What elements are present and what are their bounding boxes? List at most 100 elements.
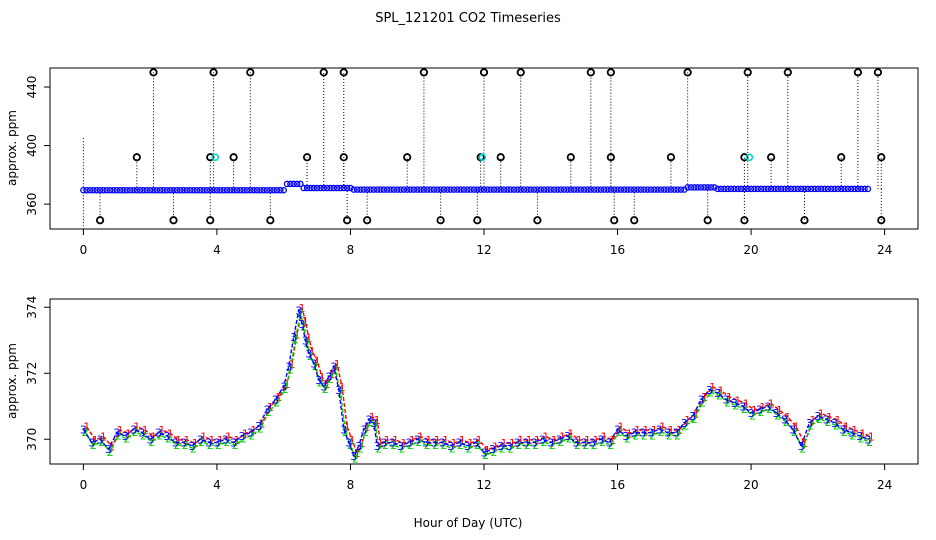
baseline-point xyxy=(714,185,721,193)
series-3-marker: 3 xyxy=(581,437,588,450)
series-2-marker: 2 xyxy=(107,446,114,459)
series-2-marker: 2 xyxy=(858,433,865,446)
series-3-marker: 3 xyxy=(814,410,821,423)
baseline-point xyxy=(637,186,645,193)
baseline-point xyxy=(841,185,848,193)
series-3-marker: 3 xyxy=(589,437,596,450)
baseline-point xyxy=(731,185,738,193)
series-1-marker: 1 xyxy=(492,441,499,454)
series-3-marker: 3 xyxy=(664,427,671,440)
baseline-point xyxy=(567,186,575,193)
x-tick-label: 24 xyxy=(877,478,892,492)
baseline-point xyxy=(267,186,274,194)
series-2-marker: 2 xyxy=(332,363,339,376)
series-1-marker: 1 xyxy=(626,427,633,440)
series-2-marker: 2 xyxy=(499,442,506,455)
series-1-marker: 1 xyxy=(526,434,533,447)
baseline-point xyxy=(487,186,494,193)
series-1-marker: 1 xyxy=(559,431,566,444)
baseline-point xyxy=(524,186,531,193)
series-2-marker: 2 xyxy=(724,396,731,409)
baseline-point xyxy=(484,186,491,193)
series-3-marker: 3 xyxy=(80,423,87,436)
series-1-marker: 1 xyxy=(634,424,641,437)
baseline-point xyxy=(323,184,331,192)
series-2-marker: 2 xyxy=(849,429,856,442)
series-2-marker: 2 xyxy=(297,307,304,320)
x-tick-label: 20 xyxy=(743,478,758,492)
baseline-point xyxy=(664,186,671,193)
series-3-marker: 3 xyxy=(414,433,421,446)
series-3-marker: 3 xyxy=(622,430,629,443)
series-3-marker: 3 xyxy=(255,420,262,433)
series-1-marker: 1 xyxy=(384,434,391,447)
series-3-marker: 3 xyxy=(374,440,381,453)
series-3-marker: 3 xyxy=(723,394,730,407)
series-1-marker: 1 xyxy=(743,398,750,411)
series-3-marker: 3 xyxy=(345,437,352,450)
baseline-point xyxy=(193,186,201,194)
baseline-point xyxy=(814,185,822,193)
x-tick-label: 24 xyxy=(877,243,892,257)
baseline-point xyxy=(373,186,381,193)
baseline-point xyxy=(854,185,862,193)
series-3-marker: 3 xyxy=(556,433,563,446)
series-1-marker: 1 xyxy=(651,424,658,437)
bottom-y-axis-label: approx. ppm xyxy=(5,343,19,419)
baseline-point xyxy=(83,186,90,194)
baseline-point xyxy=(437,186,444,193)
y-tick-label: 374 xyxy=(25,296,39,319)
y-tick-label: 440 xyxy=(25,76,39,99)
series-2-marker: 2 xyxy=(582,439,589,452)
series-2-marker: 2 xyxy=(566,433,573,446)
x-tick-label: 20 xyxy=(743,243,758,257)
series-2-marker: 2 xyxy=(440,439,447,452)
baseline-point xyxy=(283,180,291,188)
baseline-point xyxy=(550,186,558,193)
series-3-marker: 3 xyxy=(706,384,713,397)
series-3-marker: 3 xyxy=(122,430,129,443)
x-tick-label: 8 xyxy=(347,478,355,492)
baseline-point xyxy=(440,186,448,193)
series-3-marker: 3 xyxy=(280,380,287,393)
series-2-marker: 2 xyxy=(367,416,374,429)
y-tick-label: 360 xyxy=(25,193,39,216)
series-3-marker: 3 xyxy=(430,437,437,450)
baseline-point xyxy=(564,186,571,193)
x-tick-label: 4 xyxy=(213,478,221,492)
mid-spike-point xyxy=(740,153,749,162)
series-1-marker: 1 xyxy=(417,431,424,444)
series-1-marker: 1 xyxy=(484,444,491,457)
series-1-marker: 1 xyxy=(501,437,508,450)
series-2-marker: 2 xyxy=(774,409,781,422)
series-3-marker: 3 xyxy=(320,380,327,393)
low-spike-point xyxy=(95,216,105,225)
baseline-point xyxy=(764,185,772,193)
cyan-point xyxy=(211,153,220,162)
series-3-marker: 3 xyxy=(230,437,237,450)
baseline-point xyxy=(464,186,471,193)
series-2-marker: 2 xyxy=(300,320,307,333)
series-2-marker: 2 xyxy=(457,439,464,452)
baseline-point xyxy=(320,184,328,192)
baseline-point xyxy=(116,186,124,194)
baseline-point xyxy=(460,186,468,193)
series-2-marker: 2 xyxy=(390,439,397,452)
baseline-point xyxy=(253,186,261,194)
x-tick-label: 0 xyxy=(80,478,88,492)
baseline-point xyxy=(186,186,194,194)
baseline-point xyxy=(180,186,187,194)
low-spike-point xyxy=(800,216,809,225)
baseline-point xyxy=(350,186,358,193)
baseline-point xyxy=(727,185,735,193)
series-3-marker: 3 xyxy=(370,417,377,430)
series-2-marker: 2 xyxy=(399,442,406,455)
series-3-marker: 3 xyxy=(514,437,521,450)
low-spike-point xyxy=(703,216,712,225)
series-2-marker: 2 xyxy=(708,386,715,399)
series-3-marker: 3 xyxy=(105,443,112,456)
baseline-point xyxy=(270,186,277,194)
x-tick-label: 16 xyxy=(610,478,625,492)
baseline-point xyxy=(634,186,641,193)
series-1-marker: 1 xyxy=(826,411,833,424)
